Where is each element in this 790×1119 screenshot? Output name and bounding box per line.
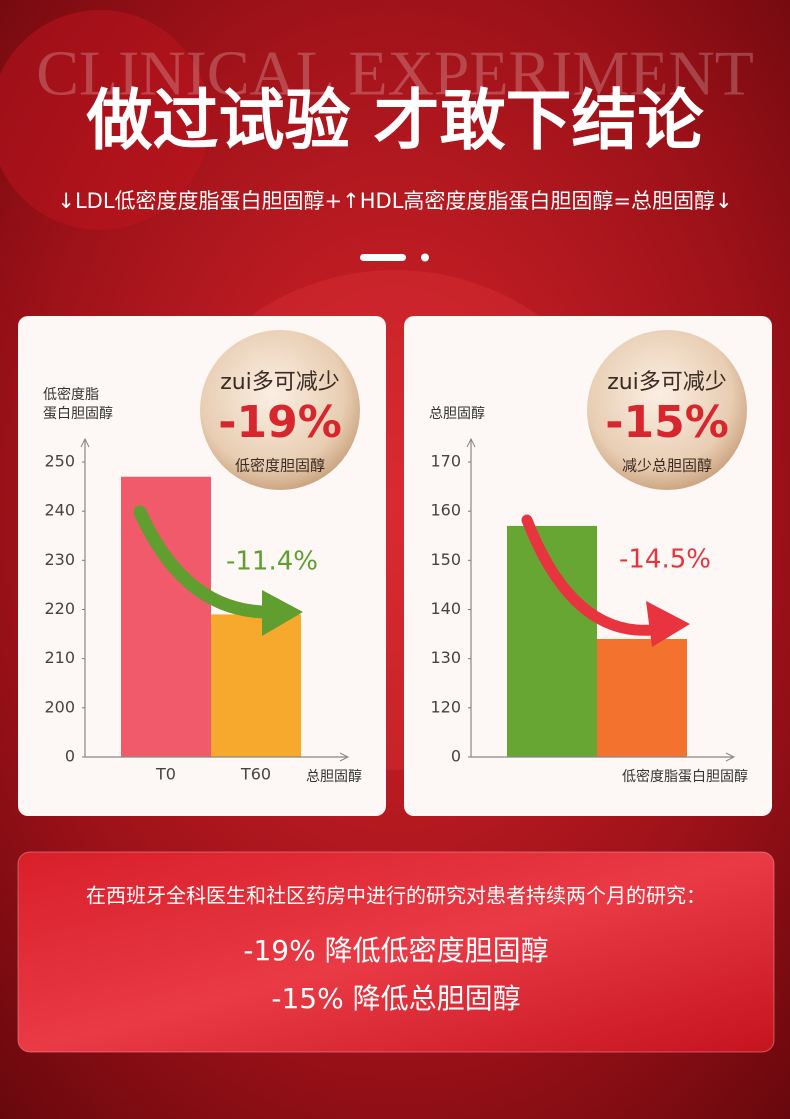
badge-top: zui多可减少 [607,370,727,395]
y-tick-label: 0 [65,747,75,766]
y-tick-label: 230 [44,550,75,569]
summary-line: -19% 降低低密度胆固醇 [243,934,548,967]
pager-active [360,254,406,261]
y-tick-label: 160 [430,501,461,520]
x-axis-label: 总胆固醇 [306,768,362,785]
y-tick-label: 150 [430,550,461,569]
badge-bottom: 减少总胆固醇 [622,457,712,475]
y-axis-label: 蛋白胆固醇 [43,405,113,422]
summary-line: -15% 降低总胆固醇 [271,982,520,1015]
y-tick-label: 140 [430,599,461,618]
badge-top: zui多可减少 [220,370,340,395]
trend-arrow [521,514,658,636]
y-tick-label: 210 [44,648,75,667]
bar [121,476,211,757]
y-axis-label: 低密度脂 [43,386,99,403]
y-axis-arrow [80,437,90,448]
y-tick-label: 240 [44,501,75,520]
badge [587,330,747,490]
y-tick-label: 220 [44,599,75,618]
y-tick-label: 250 [44,452,75,471]
title: 做过试验 才敢下结论 [86,82,705,159]
x-tick-label: T60 [240,765,271,784]
background-text: CLINICAL EXPERIMENT [36,38,754,109]
annotation: -14.5% [619,545,711,575]
y-tick-label: 200 [44,697,75,716]
badge-value: -19% [218,397,342,448]
summary-intro: 在西班牙全科医生和社区药房中进行的研究对患者持续两个月的研究： [86,884,706,908]
x-axis-label: 低密度脂蛋白胆固醇 [622,768,748,785]
annotation: -11.4% [226,547,318,577]
summary-box [17,851,775,1053]
pager-dot [421,253,429,262]
y-tick-label: 120 [430,697,461,716]
y-axis-label: 总胆固醇 [429,405,485,422]
badge [200,330,360,490]
x-axis-arrow [339,752,350,762]
bar [211,614,301,757]
trend-arrow-head [262,590,303,636]
trend-arrow [133,505,275,619]
y-tick-label: 130 [430,648,461,667]
y-tick-label: 0 [451,747,461,766]
y-tick-label: 170 [430,452,461,471]
badge-value: -15% [605,397,729,448]
y-axis-arrow [466,437,476,448]
x-tick-label: T0 [155,765,176,784]
badge-bottom: 低密度胆固醇 [235,457,325,475]
x-axis-arrow [725,752,736,762]
subtitle: ↓LDL低密度度脂蛋白胆固醇+↑HDL高密度度脂蛋白胆固醇=总胆固醇↓ [57,189,732,213]
decor-cell [0,10,210,230]
trend-arrow-head [646,601,690,647]
bar [597,639,687,757]
